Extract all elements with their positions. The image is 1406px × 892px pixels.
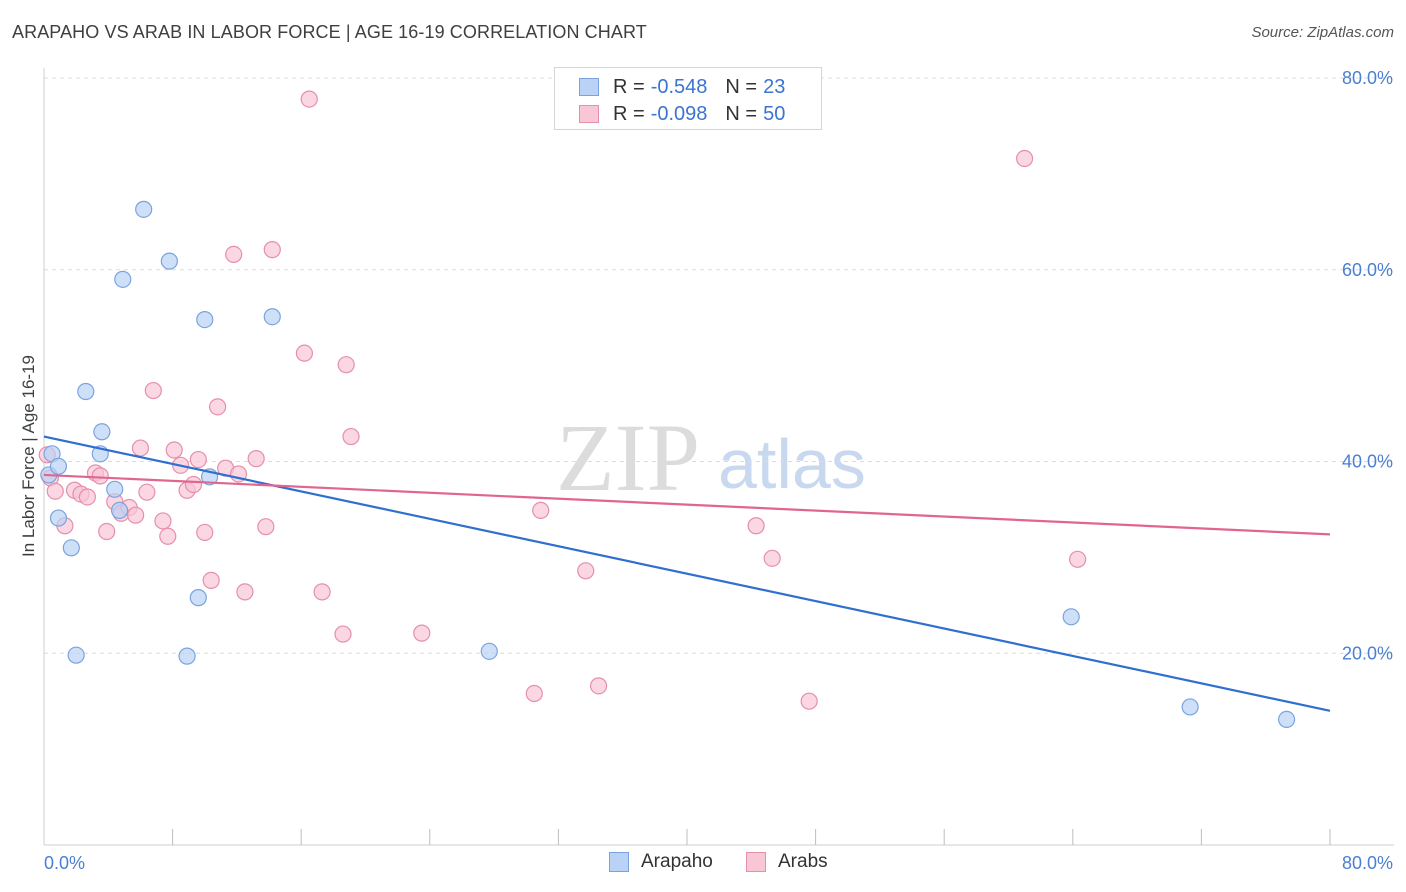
point-arabs [342, 427, 360, 446]
point-arabs [131, 439, 150, 457]
point-arabs [525, 684, 543, 703]
x-axis-ticks [172, 829, 1331, 845]
legend-swatch-arabs [579, 105, 599, 123]
point-arapaho [110, 501, 129, 519]
point-arabs [46, 482, 64, 500]
point-arapaho [135, 200, 153, 218]
point-arapaho [93, 423, 111, 441]
point-arabs [532, 501, 550, 519]
point-arapaho [49, 457, 68, 475]
y-tick-label: 60.0% [1342, 260, 1393, 280]
legend-swatch-arapaho [579, 78, 599, 96]
point-arabs [144, 381, 162, 400]
bottom-legend-arapaho: Arapaho [609, 851, 713, 873]
series-arabs [38, 90, 1087, 710]
point-arabs [247, 450, 265, 468]
y-axis-title: In Labor Force | Age 16-19 [19, 355, 38, 557]
point-arabs [577, 562, 595, 580]
bottom-legend-label-arapaho: Arapaho [641, 851, 713, 872]
trend-lines [43, 435, 1331, 712]
point-arabs [257, 518, 275, 536]
trend-line-arabs [43, 473, 1331, 536]
point-arabs [138, 483, 156, 501]
watermark-zip: ZIP [556, 404, 700, 511]
point-arabs [165, 441, 183, 459]
trend-line-arapaho [43, 435, 1331, 712]
point-arabs [589, 677, 608, 695]
chart-title: ARAPAHO VS ARAB IN LABOR FORCE | AGE 16-… [12, 22, 647, 42]
legend-r-label: R = [613, 102, 645, 125]
point-arabs [747, 517, 765, 535]
legend-r-value: -0.098 [650, 102, 708, 125]
point-arapaho [1277, 710, 1296, 729]
x-tick-label: 0.0% [44, 853, 85, 873]
y-tick-label: 20.0% [1342, 643, 1393, 663]
point-arabs [413, 624, 431, 642]
point-arabs [154, 512, 172, 530]
point-arabs [763, 549, 781, 567]
point-arapaho [178, 647, 196, 665]
legend-r-value: -0.548 [650, 75, 708, 98]
point-arabs [184, 475, 203, 494]
point-arapaho [1181, 698, 1199, 716]
point-arabs [189, 450, 207, 469]
point-arapaho [106, 480, 124, 498]
point-arapaho [67, 646, 85, 664]
y-tick-label: 80.0% [1342, 68, 1393, 88]
point-arabs [295, 344, 314, 362]
point-arabs [127, 506, 145, 524]
point-arabs [78, 488, 97, 506]
legend-row-arapaho: R = -0.548 N = 23 [579, 74, 785, 100]
legend-n-value: 23 [763, 75, 786, 98]
watermark-atlas: atlas [718, 425, 866, 503]
y-tick-label: 40.0% [1342, 452, 1393, 472]
point-arabs [159, 527, 177, 545]
point-arapaho [480, 642, 498, 660]
legend-row-arabs: R = -0.098 N = 50 [579, 101, 785, 127]
point-arapaho [189, 589, 207, 607]
stats-legend: R = -0.548 N = 23 R = -0.098 N = 50 [554, 67, 822, 130]
point-arapaho [114, 270, 132, 288]
grid-lines [44, 77, 1394, 654]
bottom-legend-swatch-arabs [746, 852, 766, 872]
x-axis-tick-labels: 0.0% 80.0% [44, 853, 1393, 873]
bottom-legend-label-arabs: Arabs [778, 851, 828, 872]
watermark: ZIP atlas [556, 404, 866, 511]
point-arabs [202, 571, 220, 589]
point-arabs [1069, 550, 1087, 568]
point-arabs [225, 245, 243, 264]
point-arabs [196, 523, 214, 542]
point-arapaho [1062, 608, 1080, 626]
point-arabs [313, 583, 331, 601]
point-arabs [98, 522, 116, 541]
legend-r-label: R = [613, 75, 645, 98]
point-arapaho [196, 311, 214, 329]
point-arabs [337, 356, 355, 374]
legend-n-label: N = [725, 75, 758, 98]
point-arabs [300, 90, 318, 108]
legend-n-label: N = [725, 102, 758, 125]
point-arapaho [263, 308, 281, 326]
point-arabs [334, 625, 352, 643]
point-arapaho [160, 252, 178, 270]
point-arabs [1015, 149, 1034, 168]
point-arapaho [62, 539, 80, 557]
point-arabs [91, 467, 109, 485]
point-arabs [800, 692, 818, 710]
y-axis-tick-labels: 20.0% 40.0% 60.0% 80.0% [1342, 68, 1393, 663]
series-arapaho [40, 200, 1296, 729]
point-arabs [209, 398, 227, 416]
chart-source: Source: ZipAtlas.com [1251, 24, 1394, 41]
x-tick-label: 80.0% [1342, 853, 1393, 873]
point-arabs [236, 583, 254, 601]
point-arapaho [49, 509, 68, 527]
bottom-legend-swatch-arapaho [609, 852, 629, 872]
legend-n-value: 50 [763, 102, 786, 125]
point-arabs [263, 241, 281, 259]
bottom-legend-arabs: Arabs [746, 851, 828, 873]
point-arapaho [77, 382, 95, 401]
